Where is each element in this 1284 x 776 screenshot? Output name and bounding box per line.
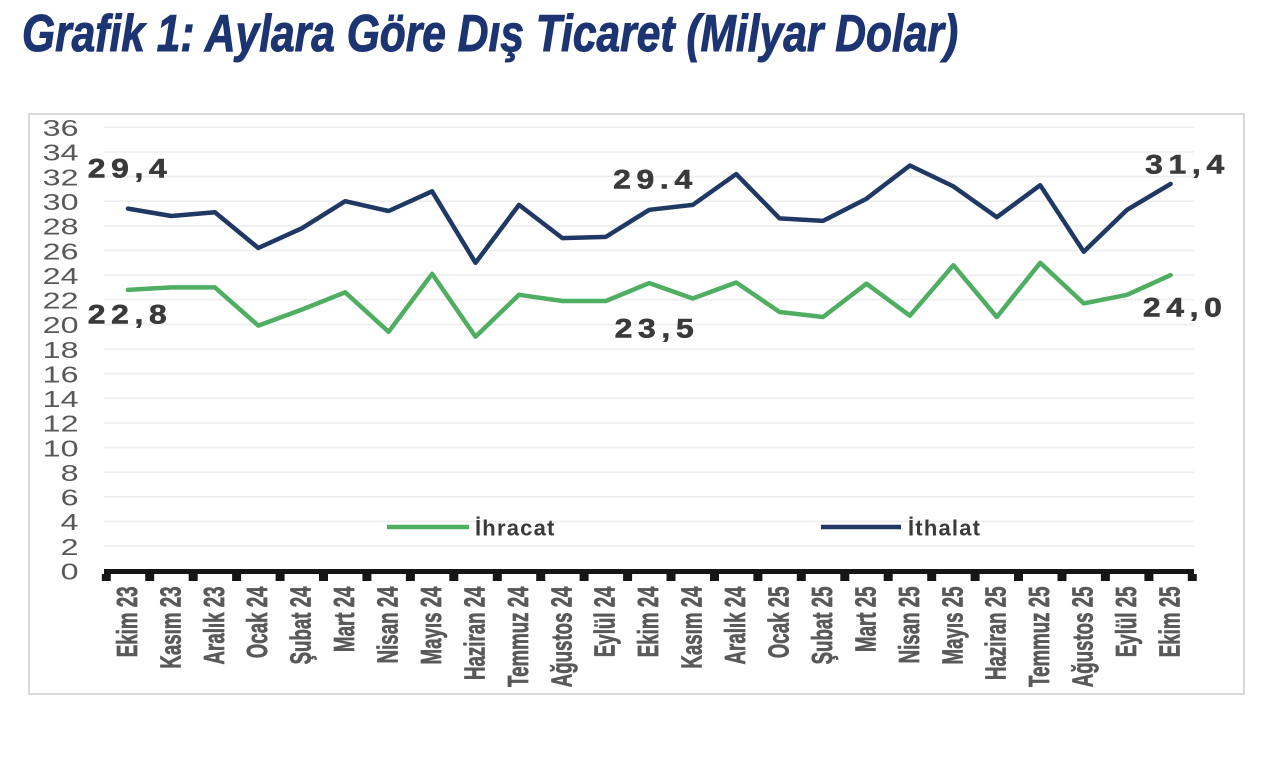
svg-text:Mart 24: Mart 24 [329, 586, 361, 652]
svg-text:2: 2 [61, 534, 79, 559]
svg-text:Temmuz 25: Temmuz 25 [1024, 587, 1056, 687]
svg-text:24,0: 24,0 [1143, 293, 1228, 323]
svg-text:Şubat 24: Şubat 24 [286, 586, 318, 664]
svg-text:İhracat: İhracat [475, 516, 556, 541]
svg-text:Kasım 24: Kasım 24 [677, 586, 709, 668]
svg-text:Eylül 25: Eylül 25 [1111, 587, 1143, 658]
svg-text:29,4: 29,4 [88, 154, 173, 184]
svg-text:18: 18 [43, 337, 79, 362]
svg-text:Ekim 23: Ekim 23 [112, 587, 144, 658]
svg-text:Mayıs 24: Mayıs 24 [416, 586, 448, 664]
svg-text:6: 6 [61, 485, 79, 510]
svg-text:23,5: 23,5 [615, 314, 700, 344]
svg-text:Haziran 24: Haziran 24 [459, 586, 491, 680]
svg-text:Ocak 24: Ocak 24 [242, 586, 274, 658]
svg-text:Mayıs 25: Mayıs 25 [937, 587, 969, 665]
svg-text:Ağustos 24: Ağustos 24 [546, 586, 578, 687]
svg-text:Ekim 24: Ekim 24 [633, 586, 665, 657]
svg-text:30: 30 [43, 189, 79, 214]
svg-text:22: 22 [43, 288, 79, 313]
svg-text:20: 20 [43, 313, 79, 338]
svg-text:12: 12 [43, 411, 79, 436]
svg-text:Aralık 24: Aralık 24 [720, 586, 752, 664]
svg-text:Ocak 25: Ocak 25 [764, 587, 796, 659]
svg-text:8: 8 [61, 460, 79, 485]
svg-text:Şubat 25: Şubat 25 [807, 587, 839, 665]
svg-text:28: 28 [43, 214, 79, 239]
svg-text:Nisan 24: Nisan 24 [373, 586, 405, 663]
svg-text:31,4: 31,4 [1145, 150, 1230, 180]
svg-text:34: 34 [43, 140, 79, 165]
svg-text:16: 16 [43, 362, 79, 387]
svg-text:Temmuz 24: Temmuz 24 [503, 586, 535, 687]
svg-text:36: 36 [43, 116, 79, 141]
svg-text:29.4: 29.4 [613, 165, 698, 195]
svg-text:Ağustos 25: Ağustos 25 [1068, 587, 1100, 688]
svg-text:Aralık 23: Aralık 23 [199, 587, 231, 665]
svg-text:24: 24 [43, 263, 79, 288]
svg-text:İthalat: İthalat [908, 516, 981, 541]
svg-text:Kasım 23: Kasım 23 [155, 587, 187, 669]
svg-text:Ekim 25: Ekim 25 [1155, 587, 1187, 658]
svg-text:Eylül 24: Eylül 24 [590, 586, 622, 657]
svg-text:4: 4 [61, 510, 79, 535]
svg-text:Mart 25: Mart 25 [850, 587, 882, 652]
svg-text:22,8: 22,8 [88, 300, 173, 330]
svg-text:Nisan 25: Nisan 25 [894, 587, 926, 664]
svg-text:10: 10 [43, 436, 79, 461]
svg-text:26: 26 [43, 239, 79, 264]
svg-text:Haziran 25: Haziran 25 [981, 587, 1013, 681]
svg-text:0: 0 [61, 559, 79, 584]
svg-text:14: 14 [43, 387, 79, 412]
svg-text:32: 32 [43, 165, 79, 190]
